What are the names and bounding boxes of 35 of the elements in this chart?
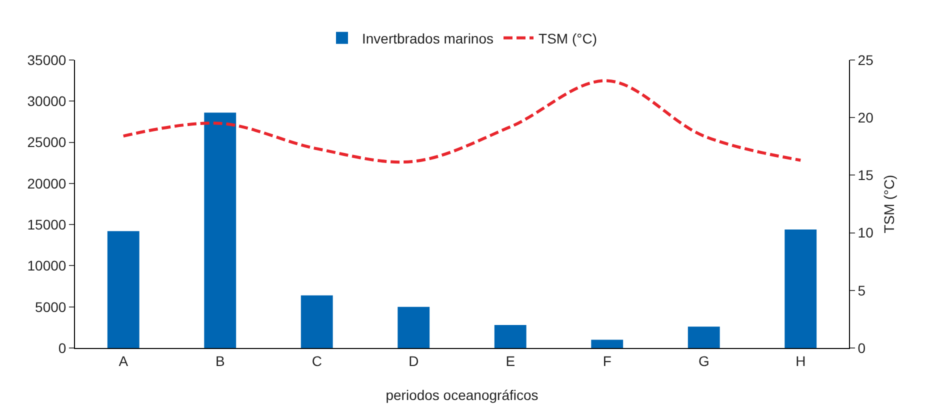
x-tick-label: E: [506, 352, 516, 369]
y-tick-label: 0: [58, 340, 66, 356]
y2-tick-label: 20: [858, 110, 874, 126]
legend-label: TSM (°C): [538, 30, 597, 46]
x-tick-label: F: [602, 352, 612, 369]
y2-tick-label: 15: [858, 167, 874, 184]
x-tick-label: B: [215, 352, 225, 369]
bar: [107, 231, 140, 348]
bar: [204, 112, 236, 348]
y-tick-label: 35000: [27, 52, 66, 68]
legend-label: Invertbrados marinos: [362, 30, 494, 46]
x-axis-title: periodos oceanográficos: [386, 387, 538, 403]
bar: [398, 306, 430, 348]
y-tick-label: 25000: [27, 134, 66, 150]
x-tick-label: A: [118, 352, 129, 369]
x-tick-label: H: [796, 352, 806, 369]
bar: [494, 324, 526, 348]
x-tick-label: C: [312, 352, 322, 369]
y2-tick-label: 5: [858, 282, 866, 298]
y-tick-label: 30000: [27, 93, 66, 110]
line-series: [122, 79, 802, 164]
x-tick-label: G: [698, 352, 710, 369]
bar: [688, 326, 720, 348]
y-tick-label: 10000: [27, 258, 66, 274]
y2-tick-label: 0: [858, 340, 866, 356]
y-tick-label: 15000: [27, 216, 66, 232]
y-tick-label: 20000: [27, 175, 66, 192]
bar: [300, 295, 333, 348]
y2-tick-label: 10: [858, 224, 874, 241]
x-tick-label: D: [408, 352, 419, 369]
bar: [784, 230, 817, 348]
bar: [591, 340, 624, 348]
y2-tick-label: 25: [858, 52, 874, 68]
y-tick-label: 5000: [35, 298, 66, 315]
y2-axis-title: TSM (°C): [881, 174, 897, 234]
